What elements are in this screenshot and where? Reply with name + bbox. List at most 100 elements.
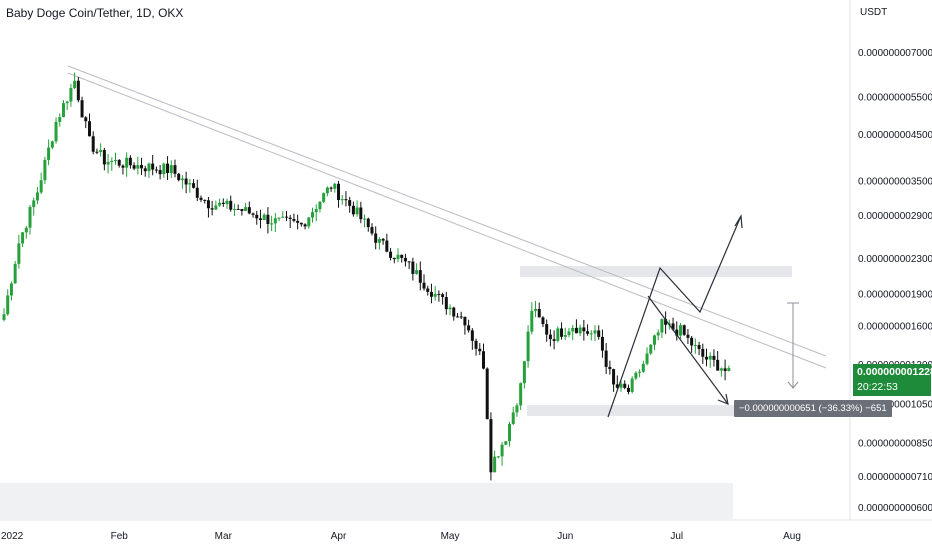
candle-body xyxy=(58,117,62,122)
lower-zone xyxy=(0,483,733,520)
candle-body xyxy=(444,297,448,310)
candle-body xyxy=(537,308,541,318)
candle-body xyxy=(377,238,381,243)
x-tick-label: May xyxy=(441,531,460,542)
candle-body xyxy=(299,222,303,225)
candle-body xyxy=(236,208,240,210)
x-tick-label: Jul xyxy=(670,531,683,542)
candle-body xyxy=(314,209,318,213)
candle-body xyxy=(337,183,341,200)
candle-body xyxy=(6,295,10,315)
support-zone xyxy=(527,405,735,416)
candle-body xyxy=(630,378,634,392)
candle-body xyxy=(504,441,508,445)
candle-body xyxy=(712,355,716,360)
candle-body xyxy=(582,327,586,332)
candle-body xyxy=(701,348,705,357)
candle-body xyxy=(35,192,39,201)
candle-body xyxy=(102,149,106,165)
chart-title: Baby Doge Coin/Tether, 1D, OKX xyxy=(6,6,184,20)
candle-body xyxy=(169,165,173,174)
candle-body xyxy=(623,383,627,388)
candle-body xyxy=(147,163,151,172)
x-tick-label: Aug xyxy=(783,531,801,542)
candle-body xyxy=(563,335,567,337)
candle-body xyxy=(381,238,385,241)
candle-body xyxy=(474,340,478,349)
candle-body xyxy=(307,217,311,227)
candle-body xyxy=(481,351,485,369)
bar-countdown: 20:22:53 xyxy=(857,381,898,393)
candle-body xyxy=(355,207,359,215)
candle-body xyxy=(325,187,329,194)
candle-body xyxy=(180,178,184,181)
candle-body xyxy=(132,165,136,169)
y-tick-label: 0.000000005500 xyxy=(858,93,932,104)
projection-arrowhead xyxy=(734,214,743,229)
candle-body xyxy=(571,327,575,332)
candle-body xyxy=(32,200,36,207)
candle-body xyxy=(455,316,459,318)
candle-body xyxy=(69,88,73,102)
candle-body xyxy=(515,405,519,413)
x-tick-label: Mar xyxy=(215,531,233,542)
resistance-zone xyxy=(520,266,792,277)
candle-body xyxy=(50,141,54,148)
candle-body xyxy=(65,101,69,104)
candle-body xyxy=(645,353,649,364)
candle-body xyxy=(541,317,545,325)
candle-body xyxy=(478,348,482,352)
candle-body xyxy=(292,218,296,221)
candle-body xyxy=(9,283,13,296)
candle-body xyxy=(396,254,400,260)
candle-body xyxy=(188,183,192,185)
candle-body xyxy=(686,334,690,338)
candle-body xyxy=(489,419,493,473)
candle-body xyxy=(496,456,500,458)
candle-body xyxy=(2,314,6,320)
candle-body xyxy=(589,333,593,335)
candle-body xyxy=(158,170,162,175)
x-tick-label: Jun xyxy=(557,531,573,542)
candle-body xyxy=(415,270,419,274)
candle-body xyxy=(177,173,181,181)
y-tick-label: 0.000000003500 xyxy=(858,176,932,187)
candle-body xyxy=(437,293,441,295)
candle-body xyxy=(210,208,214,210)
candle-body xyxy=(697,345,701,349)
measure-label: −0.000000000651 (−36.33%) −651 xyxy=(734,400,892,417)
candle-body xyxy=(656,332,660,336)
candle-body xyxy=(634,372,638,379)
candle-body xyxy=(143,168,147,172)
candle-body xyxy=(61,103,65,118)
candle-body xyxy=(232,208,236,210)
candle-body xyxy=(136,165,140,169)
candle-body xyxy=(626,387,630,392)
candle-body xyxy=(511,412,515,424)
candle-body xyxy=(574,327,578,334)
candle-body xyxy=(660,319,664,333)
y-tick-label: 0.000000000600 xyxy=(858,503,932,514)
candle-body xyxy=(340,199,344,201)
candle-body xyxy=(329,187,333,189)
candle-body xyxy=(604,350,608,367)
x-tick-label: Feb xyxy=(111,531,129,542)
candle-body xyxy=(690,337,694,346)
candle-body xyxy=(76,80,80,101)
candle-body xyxy=(214,205,218,210)
candle-body xyxy=(39,180,43,193)
y-tick-label: 0.000000001050 xyxy=(858,399,932,410)
measure-arrowhead xyxy=(787,381,799,389)
candle-body xyxy=(429,291,433,297)
candle-body xyxy=(318,201,322,210)
candle-body xyxy=(556,328,560,341)
candle-body xyxy=(84,117,88,122)
candle-body xyxy=(493,456,497,473)
candle-body xyxy=(251,213,255,215)
candle-body xyxy=(615,384,619,388)
decline-arrowhead xyxy=(717,393,729,405)
candle-body xyxy=(641,363,645,372)
candle-body xyxy=(80,100,84,118)
candle-body xyxy=(13,263,17,284)
